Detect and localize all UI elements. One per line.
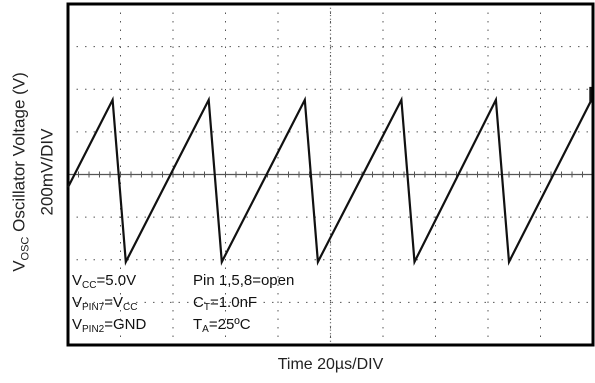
annotation-ct: CT=1.0nF — [193, 294, 257, 313]
plot-frame — [66, 2, 595, 347]
annotation-vpin2: VPIN2=GND — [72, 316, 147, 335]
annotation-vpin7: VPIN7=VCC — [72, 294, 137, 313]
grid — [67, 4, 594, 345]
annotation-pins: Pin 1,5,8=open — [193, 272, 294, 289]
annotation-vcc: VCC=5.0V — [72, 272, 136, 291]
x-axis-label: Time 20µs/DIV — [277, 356, 384, 373]
y-axis-title: VOSC Oscillator Voltage (V) — [9, 72, 32, 272]
annotation-ta: TA=25ºC — [193, 316, 251, 335]
y-axis-scale: 200mV/DIV — [37, 128, 57, 216]
oscillator-waveform — [67, 86, 592, 266]
y-axis-label: VOSC Oscillator Voltage (V) 200mV/DIV — [0, 0, 66, 345]
